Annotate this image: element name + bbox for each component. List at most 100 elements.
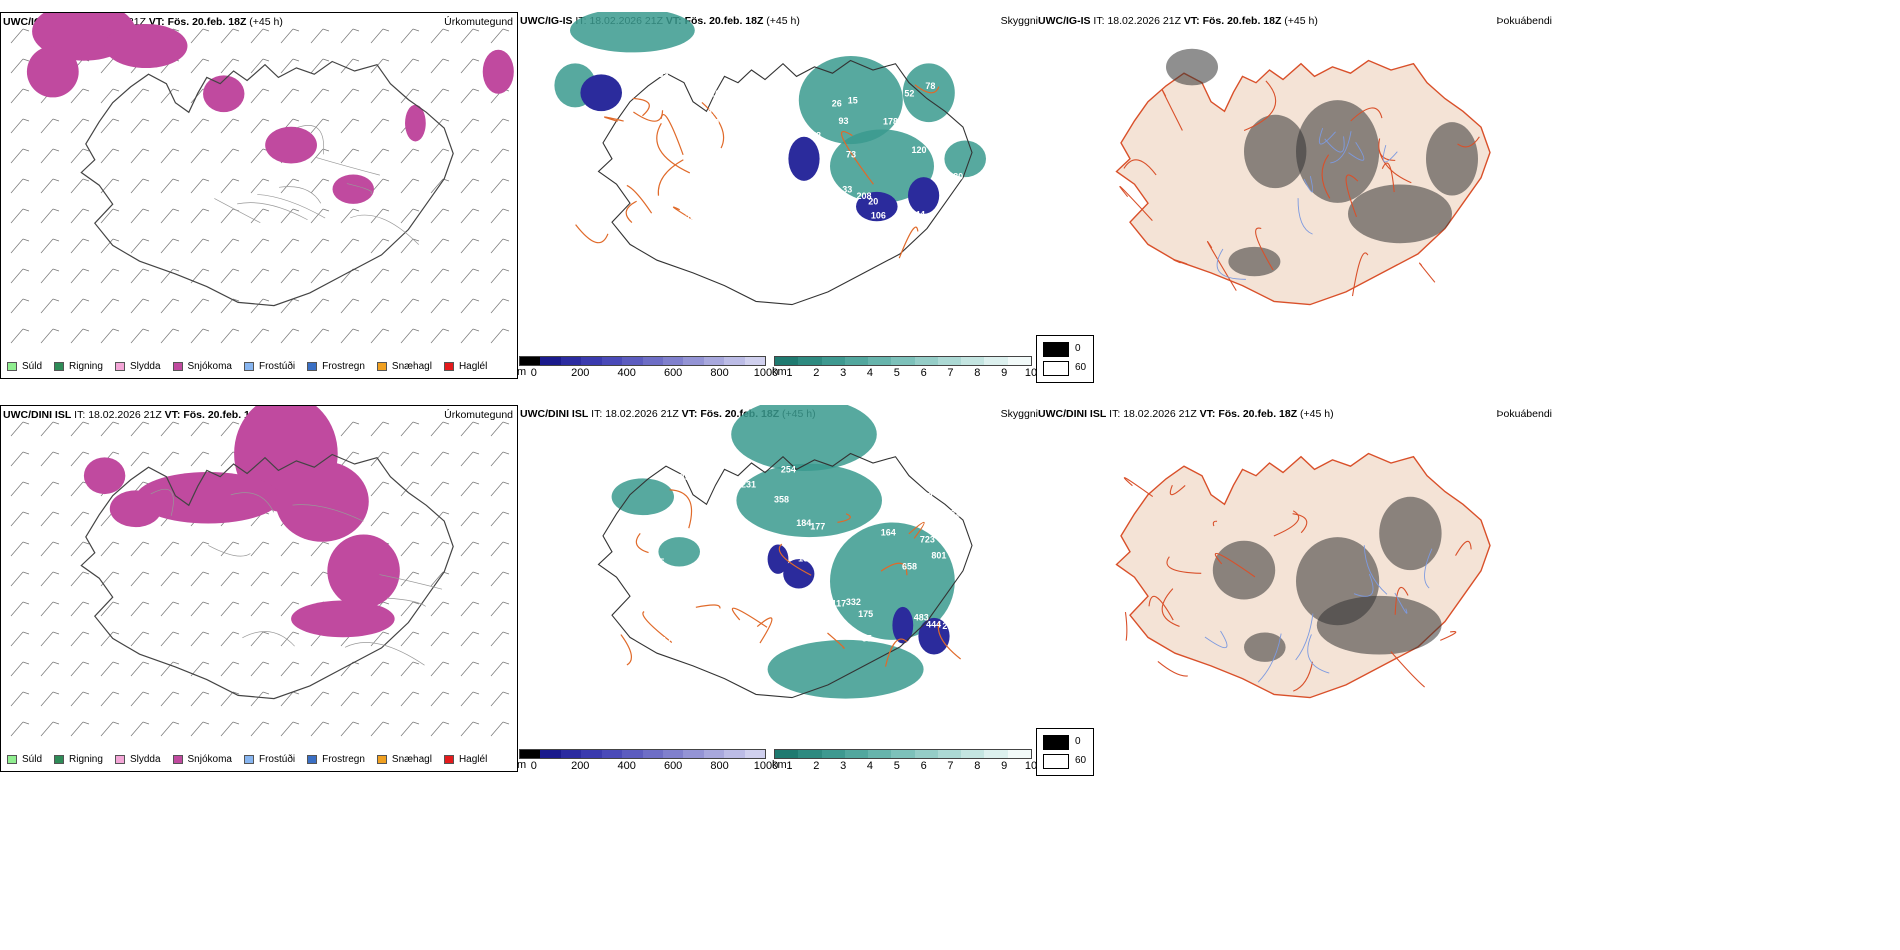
low-visibility-area <box>580 74 622 112</box>
colorbar-unit: km <box>772 366 787 378</box>
low-visibility-area <box>767 544 789 574</box>
wind-barb <box>490 238 510 254</box>
colorbar-tick-label: 800 <box>710 760 729 772</box>
wind-barb <box>400 238 420 254</box>
low-visibility-area <box>856 191 898 222</box>
colorbar-unit: m <box>517 759 527 771</box>
fog-legend-label: 60 <box>1075 755 1087 766</box>
wind-barb <box>490 28 510 44</box>
colorbar-cell <box>961 357 985 365</box>
river-line <box>1295 613 1314 661</box>
road-line <box>1206 241 1237 291</box>
snow-area <box>83 457 126 495</box>
wind-barb <box>280 58 300 74</box>
colorbar-tick-label: 400 <box>617 760 636 772</box>
road-line <box>1166 556 1202 574</box>
road-line <box>575 224 609 244</box>
wind-barb <box>460 88 480 104</box>
wind-barb <box>370 238 390 254</box>
legend-swatch <box>114 362 125 371</box>
legend-item: Frostregn <box>307 754 365 765</box>
wind-barb <box>490 421 510 437</box>
colorbar-cell <box>891 750 915 758</box>
wind-barb <box>40 238 60 254</box>
colorbar-cell <box>775 357 799 365</box>
wind-barb <box>220 58 240 74</box>
colorbar-tick-label: 6 <box>920 760 927 772</box>
road-line <box>1123 477 1154 498</box>
wind-barb <box>280 268 300 284</box>
colorbar-cell <box>937 357 962 365</box>
snow-area <box>327 534 400 608</box>
wind-barb <box>250 601 270 617</box>
legend-item: Snæhagl <box>376 754 432 765</box>
wind-barb <box>160 88 180 104</box>
visibility-value-label: 20 <box>844 214 854 224</box>
wind-barb <box>160 118 180 134</box>
coastline <box>80 60 454 307</box>
wind-barb <box>220 268 240 284</box>
colorbar-cell <box>601 750 623 758</box>
legend-item: Slydda <box>114 754 161 765</box>
wind-barb <box>490 178 510 194</box>
wind-barb <box>10 421 30 437</box>
wind-barb <box>130 451 150 467</box>
snow-area <box>265 126 317 164</box>
wind-barb <box>280 238 300 254</box>
visibility-value-label: 151 <box>825 541 840 551</box>
colorbar-tick-label: 3 <box>840 367 847 379</box>
wind-barb <box>460 208 480 224</box>
road-line <box>837 513 851 523</box>
wind-barb <box>220 601 240 617</box>
colorbar-cells <box>519 356 766 366</box>
wind-barb <box>190 208 210 224</box>
visibility-value-label: 164 <box>881 527 896 537</box>
colorbar-tick-label: 7 <box>947 367 954 379</box>
visibility-km-colorbar: km 1 2 3 4 5 6 7 8 9 10 <box>772 749 1037 772</box>
road-line <box>1350 107 1383 122</box>
wind-barb <box>130 721 150 737</box>
road-line <box>669 489 693 529</box>
road-line <box>626 184 653 214</box>
road-line <box>1345 174 1359 218</box>
colorbar-tick-label: 4 <box>866 367 874 379</box>
colorbar-cell <box>581 750 602 758</box>
colorbar-tick-label: 10 <box>1024 367 1038 379</box>
wind-barb <box>430 721 450 737</box>
low-visibility-area <box>918 617 950 655</box>
wind-barb <box>160 148 180 164</box>
legend-item: Haglél <box>443 361 487 372</box>
wind-barb <box>220 118 240 134</box>
wind-barb <box>280 328 300 344</box>
wind-barb <box>340 451 360 467</box>
wind-barb <box>280 721 300 737</box>
road-line <box>350 214 420 245</box>
river-line <box>1330 131 1352 164</box>
wind-barb <box>340 328 360 344</box>
road-line <box>908 521 925 539</box>
wind-barb <box>70 88 90 104</box>
wind-barb <box>130 691 150 707</box>
legend-item: Slydda <box>114 361 161 372</box>
wind-barb <box>370 58 390 74</box>
wind-barb <box>40 571 60 587</box>
wind-barb <box>10 541 30 557</box>
road-line <box>1418 262 1436 283</box>
panel-field-name: Skyggni <box>1000 408 1038 420</box>
wind-barb <box>280 208 300 224</box>
wind-barb <box>400 571 420 587</box>
wind-barb <box>310 118 330 134</box>
legend-item: Haglél <box>443 754 487 765</box>
wind-barb <box>40 208 60 224</box>
wind-barb <box>490 571 510 587</box>
low-visibility-area <box>892 606 914 644</box>
wind-barb <box>100 88 120 104</box>
colorbar-cell <box>540 357 561 365</box>
legend-label: Rigning <box>69 361 103 372</box>
visibility-value-label: 851 <box>798 545 813 555</box>
visibility-value-label: 20 <box>948 539 958 549</box>
fog-legend-swatch-black <box>1043 735 1069 750</box>
wind-barb <box>460 691 480 707</box>
wind-barb <box>100 541 120 557</box>
wind-barb <box>310 328 330 344</box>
